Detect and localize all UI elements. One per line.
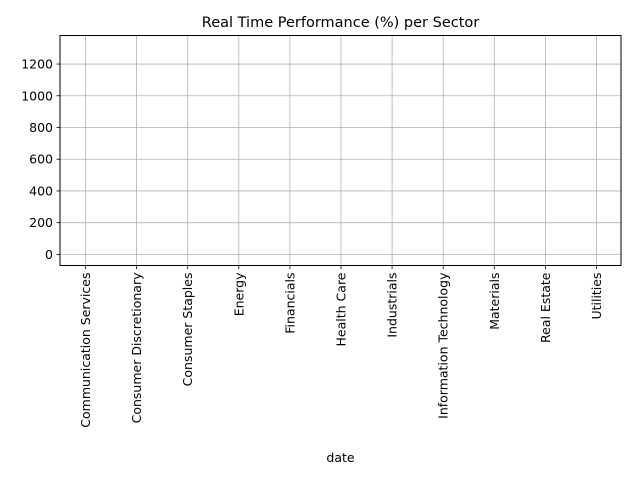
plot-area-frame — [59, 35, 622, 266]
x-tick-label: Materials — [487, 273, 502, 330]
y-tick-label: 0 — [45, 247, 53, 262]
grid-layer — [60, 35, 621, 266]
y-tick-label: 600 — [29, 152, 53, 167]
x-axis-label: date — [326, 450, 354, 465]
y-tick-label: 1200 — [21, 57, 53, 72]
y-tick-label: 1000 — [21, 88, 53, 103]
x-tick-label: Communication Services — [78, 273, 93, 428]
y-tick-label: 200 — [29, 215, 53, 230]
x-tick-label: Financials — [282, 273, 297, 334]
y-axis: 0 200 400 600 800 1000 1200 — [21, 57, 60, 262]
x-tick-label: Information Technology — [436, 272, 451, 419]
x-tick-label: Energy — [231, 272, 246, 316]
y-tick-label: 800 — [29, 120, 53, 135]
x-tick-label: Consumer Discretionary — [129, 272, 144, 423]
x-tick-label: Industrials — [385, 273, 400, 338]
x-axis: Communication Services Consumer Discretio… — [78, 265, 604, 428]
x-tick-label: Utilities — [589, 273, 604, 320]
chart-title: Real Time Performance (%) per Sector — [202, 15, 480, 31]
x-tick-label: Consumer Staples — [180, 273, 195, 387]
x-tick-label: Real Estate — [538, 272, 553, 343]
y-tick-label: 400 — [29, 183, 53, 198]
x-tick-label: Health Care — [334, 272, 349, 346]
